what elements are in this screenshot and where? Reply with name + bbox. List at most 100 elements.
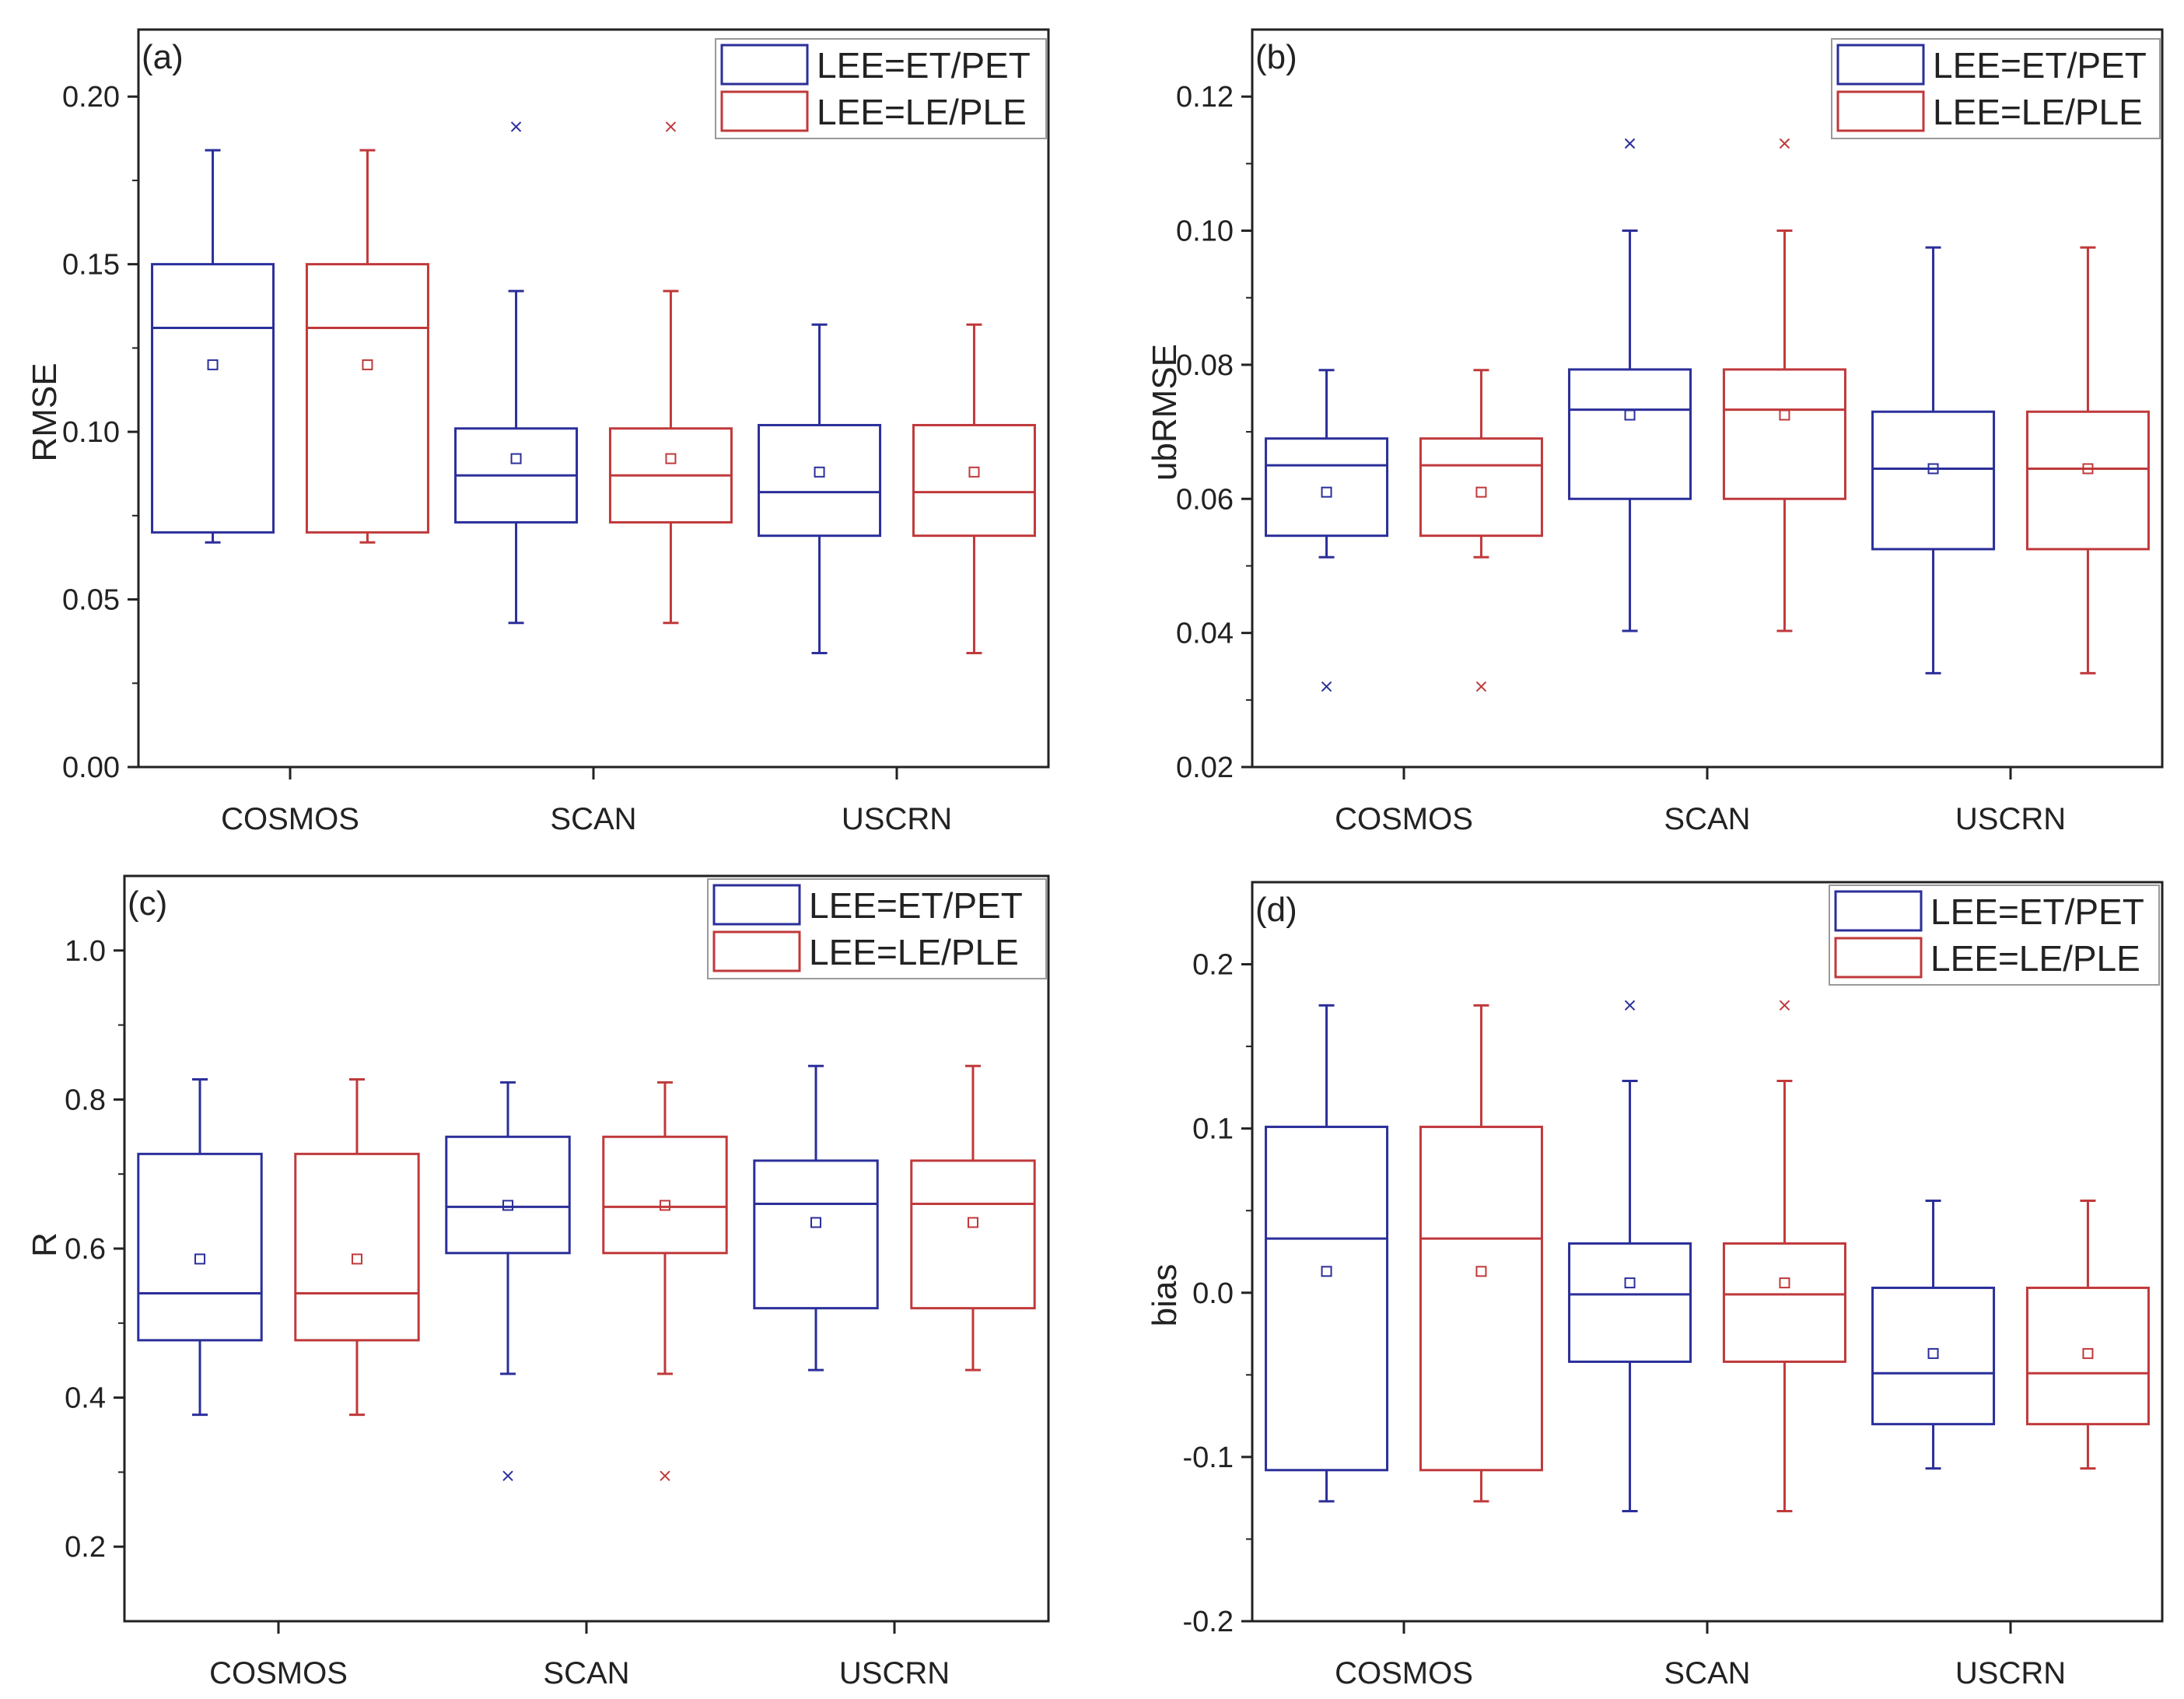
y-tick-label: 0.05 [62, 584, 120, 617]
outlier-marker [1624, 1000, 1636, 1011]
plot-frame [123, 874, 1050, 1623]
mean-marker [2082, 463, 2094, 475]
panel-label: (a) [142, 38, 184, 76]
legend-swatch [1834, 890, 1923, 932]
box-iqr [1568, 368, 1692, 500]
legend-swatch [712, 930, 801, 972]
y-tick-label: 0.8 [65, 1084, 106, 1116]
mean-marker [1624, 409, 1636, 421]
legend-label: LEE=ET/PET [1930, 892, 2144, 932]
box-iqr [753, 1159, 879, 1310]
legend-label: LEE=LE/PLE [1933, 92, 2143, 132]
panel-2: 0.02 0.04 0.06 0.08 0.10 0.12 ubRMSE (b) COSMOS S… [1146, 28, 2164, 836]
outlier-stroke [665, 121, 677, 132]
mean-marker [351, 1253, 362, 1265]
box-iqr [2025, 1286, 2150, 1426]
legend: LEE=ET/PET LEE=LE/PLE [1831, 38, 2161, 139]
box-leeleple-scan [608, 121, 733, 625]
panel-label: (b) [1255, 38, 1297, 76]
mean-marker [1779, 409, 1790, 421]
plot-frame [1251, 28, 2164, 769]
y-tick-label: 0.10 [62, 416, 120, 449]
mean-marker [810, 1217, 822, 1228]
legend-swatch [712, 884, 801, 926]
box-leeetpet-scan [1568, 138, 1692, 632]
mean-marker [967, 1217, 978, 1228]
box-iqr [602, 1135, 728, 1255]
box-leeleple-cosmos [294, 1078, 420, 1417]
panel-1: 0.00 0.05 0.10 0.15 0.20 RMSE (a) COSMOS SCAN USC… [26, 28, 1050, 836]
outlier-marker [1779, 138, 1790, 149]
y-tick-label: 0.00 [62, 751, 120, 784]
y-tick-label: 0.12 [1176, 81, 1234, 114]
category-label: USCRN [1955, 1656, 2066, 1690]
box-iqr [294, 1152, 420, 1342]
box-iqr [305, 263, 429, 534]
y-tick-label: 0.0 [1192, 1277, 1234, 1310]
y-tick-label: 1.0 [65, 935, 106, 968]
legend: LEE=ET/PET LEE=LE/PLE [1829, 885, 2160, 986]
mean-marker [1927, 1347, 1939, 1359]
y-tick-label: 0.04 [1176, 618, 1234, 650]
outlier-marker [1779, 1000, 1790, 1011]
legend-frame [715, 38, 1047, 139]
box-leeleple-scan [602, 1081, 728, 1481]
outlier-stroke [1475, 681, 1487, 692]
legend-label: LEE=ET/PET [809, 885, 1023, 926]
box-iqr [912, 423, 1036, 538]
legend-label: LEE=LE/PLE [1930, 938, 2140, 979]
outlier-marker [1475, 681, 1487, 692]
box-iqr [1871, 410, 1996, 551]
outlier-marker [510, 121, 522, 132]
outlier-stroke [1321, 681, 1332, 692]
box-iqr [445, 1135, 571, 1255]
box-leeetpet-scan [454, 121, 579, 625]
box-leeleple-uscrn [912, 323, 1036, 654]
box-leeetpet-scan [1568, 1000, 1692, 1513]
box-iqr [910, 1159, 1036, 1310]
box-iqr [1871, 1286, 1996, 1426]
box-leeetpet-uscrn [1871, 246, 1996, 674]
box-iqr [1568, 1242, 1692, 1363]
panel-label: (d) [1255, 891, 1297, 929]
box-leeetpet-uscrn [1871, 1200, 1996, 1470]
outlier-marker [1321, 681, 1332, 692]
legend-label: LEE=ET/PET [1933, 45, 2147, 86]
category-label: COSMOS [1335, 802, 1473, 836]
box-iqr [1419, 1126, 1543, 1472]
mean-marker [1475, 486, 1487, 498]
category-label: SCAN [1664, 802, 1750, 836]
y-axis-label: bias [1146, 1264, 1184, 1327]
category-label: USCRN [839, 1656, 950, 1690]
mean-marker [194, 1253, 206, 1265]
mean-marker [502, 1200, 514, 1211]
mean-marker [2082, 1347, 2094, 1359]
box-leeetpet-uscrn [758, 323, 882, 654]
box-leeleple-uscrn [2025, 1200, 2150, 1470]
box-leeetpet-scan [445, 1081, 571, 1481]
box-leeleple-scan [1722, 138, 1846, 632]
mean-marker [1927, 463, 1939, 475]
y-tick-label: 0.10 [1176, 215, 1234, 248]
box-iqr [1722, 1242, 1846, 1363]
box-leeleple-cosmos [1419, 369, 1543, 692]
outlier-stroke [1779, 138, 1790, 149]
box-leeleple-uscrn [2025, 246, 2150, 674]
box-leeetpet-cosmos [137, 1078, 263, 1417]
plot-frame [1251, 881, 2164, 1623]
legend-frame [707, 878, 1047, 979]
y-axis-label: R [26, 1232, 64, 1257]
box-leeleple-cosmos [305, 149, 429, 544]
mean-marker [1779, 1277, 1790, 1289]
category-label: COSMOS [1335, 1656, 1473, 1690]
legend-label: LEE=ET/PET [817, 45, 1031, 86]
box-iqr [1265, 437, 1389, 538]
box-leeetpet-cosmos [151, 149, 275, 544]
box-leeleple-cosmos [1419, 1004, 1543, 1503]
mean-marker [1475, 1266, 1487, 1277]
mean-marker [362, 359, 373, 370]
category-label: COSMOS [209, 1656, 348, 1690]
plot-frame [137, 28, 1050, 769]
